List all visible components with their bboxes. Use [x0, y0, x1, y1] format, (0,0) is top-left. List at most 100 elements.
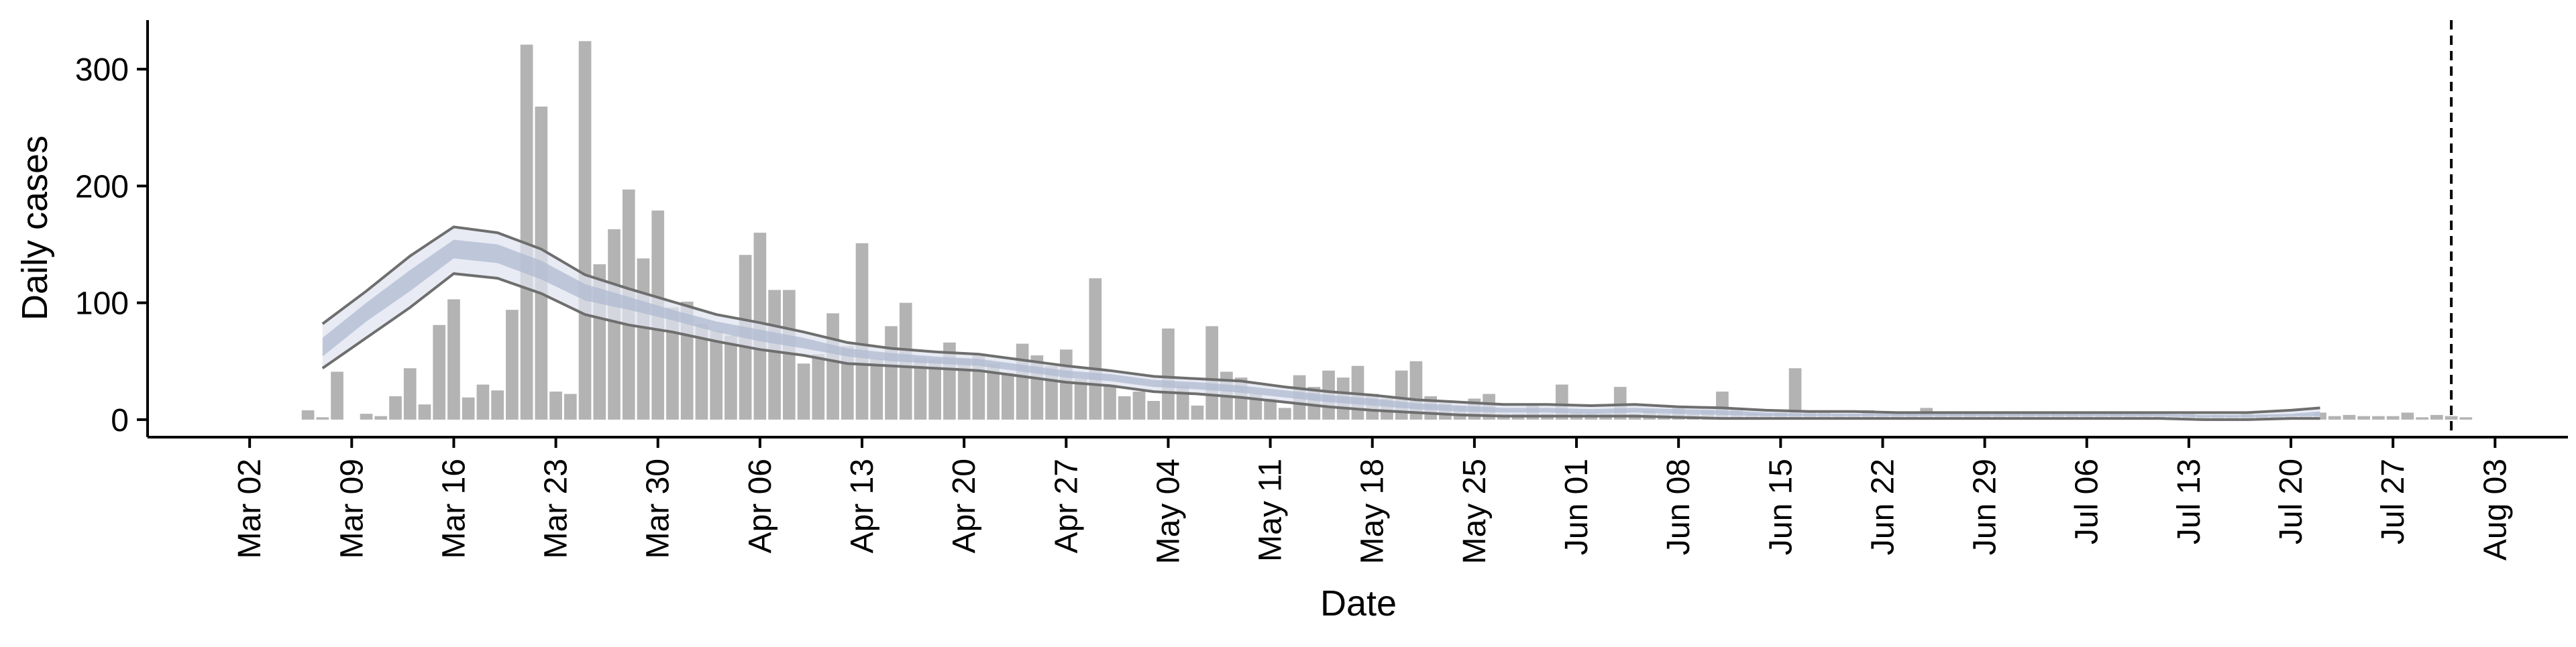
daily-case-bar [957, 359, 971, 420]
daily-case-bar [316, 417, 329, 420]
x-tick-label: Jul 06 [2070, 459, 2105, 544]
daily-case-bar [1264, 398, 1277, 420]
daily-case-bar [389, 396, 402, 420]
daily-case-bar [403, 368, 417, 420]
daily-case-bar [666, 307, 679, 420]
daily-case-bar [578, 41, 592, 420]
daily-case-bar [1016, 343, 1029, 420]
x-tick-label: Mar 02 [232, 459, 268, 558]
x-tick-label: Mar 30 [641, 459, 676, 558]
daily-case-bar [301, 410, 315, 420]
daily-case-bar [2328, 416, 2341, 420]
lower-bound-line [321, 272, 2320, 421]
inner-credible-band [322, 239, 2320, 418]
x-tick-label: Jun 08 [1661, 459, 1697, 555]
daily-case-bar [855, 243, 869, 420]
daily-case-bar [928, 359, 942, 420]
x-tick-label: Apr 06 [743, 459, 778, 553]
daily-case-bar [2372, 416, 2385, 420]
x-tick-label: Jun 01 [1559, 459, 1595, 555]
y-tick-label: 300 [75, 52, 129, 88]
daily-case-bar [1132, 392, 1146, 420]
daily-case-bar [1205, 326, 1218, 420]
daily-case-bar [331, 371, 343, 420]
daily-case-bar [2314, 412, 2326, 420]
daily-case-bar [608, 229, 621, 420]
daily-case-bar [360, 414, 373, 420]
y-tick-label: 100 [75, 286, 129, 322]
daily-case-bar [433, 325, 446, 420]
upper-bound-line [321, 225, 2320, 414]
daily-case-bar [695, 324, 708, 420]
daily-case-bar [418, 404, 431, 420]
daily-case-bar [2357, 416, 2371, 420]
x-tick-label: Mar 23 [539, 459, 574, 558]
model-band-layer [322, 227, 2320, 420]
daily-case-bar [2416, 417, 2428, 420]
daily-case-bar [2430, 414, 2443, 420]
daily-case-bar [520, 44, 533, 420]
x-tick-label: Jun 29 [1968, 459, 2003, 555]
x-tick-label: May 25 [1457, 459, 1493, 564]
x-tick-label: Apr 13 [845, 459, 880, 553]
daily-case-bar [506, 310, 519, 420]
x-tick-label: May 11 [1253, 459, 1289, 562]
daily-case-bar [1278, 408, 1291, 420]
x-tick-label: Mar 16 [436, 459, 472, 558]
x-tick-label: May 18 [1355, 459, 1391, 564]
daily-case-bar [1104, 384, 1116, 420]
daily-case-bar [987, 363, 1000, 420]
daily-case-bar [1118, 396, 1131, 420]
daily-case-bar [2401, 412, 2414, 420]
x-axis-label: Date [1320, 583, 1397, 624]
axes-layer: 0 100 200 300 Mar 02 Mar 09 Mar 16 Mar 23 Mar 30… [75, 20, 2568, 564]
x-tick-label: Jun 15 [1763, 459, 1799, 555]
daily-case-bar [462, 397, 475, 420]
daily-case-bar [710, 331, 723, 420]
daily-case-bar [1074, 378, 1087, 420]
x-tick-label: Jul 13 [2171, 459, 2207, 544]
x-tick-label: Apr 20 [947, 459, 982, 553]
model-lines-layer [321, 225, 2320, 421]
daily-case-bar [2386, 416, 2400, 420]
x-tick-label: Apr 27 [1049, 459, 1084, 553]
daily-case-bar [476, 384, 490, 420]
x-tick-label: Jun 22 [1866, 459, 1901, 555]
daily-case-bar [2459, 417, 2473, 420]
daily-case-bar [1788, 368, 1802, 420]
x-tick-label: Jul 27 [2375, 459, 2411, 544]
daily-case-bar [797, 363, 810, 420]
daily-case-bar [374, 416, 388, 420]
daily-case-bar [491, 390, 504, 420]
daily-case-bar [1059, 349, 1073, 420]
daily-case-bar [2343, 414, 2356, 420]
daily-case-bar [826, 313, 839, 420]
daily-case-bar [564, 394, 577, 420]
x-tick-label: Jul 20 [2273, 459, 2309, 544]
daily-case-bar [1002, 373, 1014, 420]
daily-case-bar [782, 290, 796, 420]
daily-case-bar [1147, 400, 1161, 420]
daily-case-bar [2445, 416, 2458, 420]
daily-case-bar [768, 290, 781, 420]
bars-layer [301, 41, 2473, 420]
y-tick-label: 200 [75, 169, 129, 204]
daily-case-bar [914, 357, 927, 420]
daily-case-bar [870, 359, 883, 420]
daily-case-bar [1162, 328, 1175, 420]
y-tick-label: 0 [111, 403, 129, 438]
daily-case-bar [1089, 278, 1102, 420]
daily-case-bar [637, 258, 650, 420]
daily-case-bar [1191, 405, 1204, 420]
x-tick-label: Aug 03 [2477, 459, 2513, 561]
daily-case-bar [447, 299, 460, 420]
daily-case-bar [724, 335, 737, 420]
x-tick-label: May 04 [1150, 459, 1186, 564]
daily-case-bar [812, 354, 825, 420]
y-axis-label: Daily cases [15, 135, 55, 320]
daily-case-bar [885, 326, 898, 420]
daily-case-bar [549, 392, 562, 420]
x-tick-label: Mar 09 [334, 459, 370, 558]
